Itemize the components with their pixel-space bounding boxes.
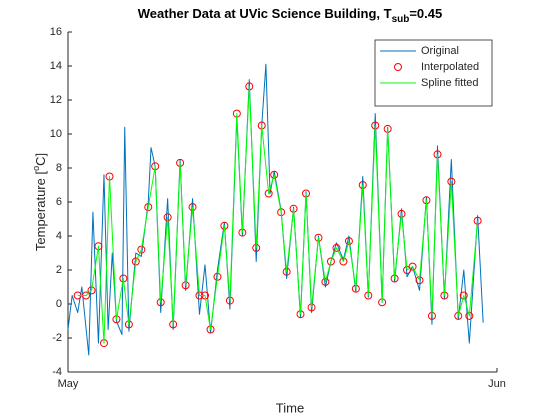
ylabel-main: Temperature [ [33, 171, 48, 252]
y-tick-label: 8 [56, 162, 62, 174]
y-tick-label: -4 [52, 366, 62, 378]
ylabel-superscript: o [31, 166, 41, 171]
data-point [326, 257, 335, 266]
title-suffix: =0.45 [409, 6, 442, 21]
legend-swatch [394, 63, 402, 71]
y-tick-label: 4 [56, 230, 62, 242]
y-tick-label: 10 [50, 128, 62, 140]
y-tick-label: 14 [50, 60, 62, 72]
data-point [87, 286, 96, 295]
data-point [270, 170, 279, 179]
title-subscript: sub [392, 14, 410, 25]
x-tick-label: May [58, 378, 79, 390]
data-point [408, 262, 417, 271]
data-point [321, 277, 330, 286]
legend-label: Spline fitted [421, 77, 478, 89]
chart-title: Weather Data at UVic Science Building, T… [138, 6, 443, 24]
legend: Original Interpolated Spline fitted [374, 39, 493, 107]
x-axis-label: Time [276, 400, 304, 415]
ylabel-suffix: C] [33, 153, 48, 166]
legend-label: Interpolated [421, 61, 479, 73]
y-tick-label: -2 [52, 332, 62, 344]
y-tick-label: 12 [50, 94, 62, 106]
data-point [144, 203, 153, 212]
data-point [137, 245, 146, 254]
y-tick-label: 2 [56, 264, 62, 276]
series-line [67, 63, 484, 356]
y-tick-label: 6 [56, 196, 62, 208]
y-axis-label: Temperature [oC] [31, 153, 48, 251]
y-tick-label: 0 [56, 298, 62, 310]
data-point [459, 291, 468, 300]
data-point [344, 237, 353, 246]
x-tick-label: Jun [488, 378, 506, 390]
y-tick-label: 16 [50, 26, 62, 38]
title-main: Weather Data at UVic Science Building, T [138, 6, 392, 21]
data-point [332, 243, 341, 252]
series-line [77, 85, 479, 344]
legend-label: Original [421, 45, 459, 57]
data-point [339, 257, 348, 266]
